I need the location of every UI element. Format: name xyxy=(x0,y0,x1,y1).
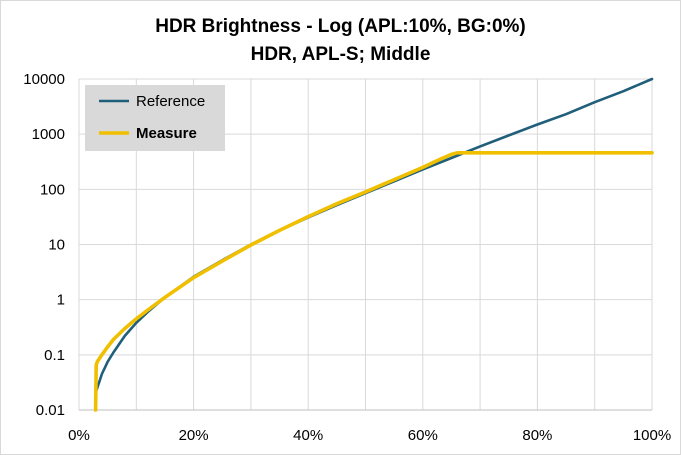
x-tick-label: 0% xyxy=(68,427,90,444)
legend-box xyxy=(85,85,225,151)
y-tick-label: 10 xyxy=(48,237,65,254)
x-tick-label: 40% xyxy=(293,427,323,444)
grid-lines xyxy=(78,78,653,411)
y-tick-label: 10000 xyxy=(23,71,65,88)
series-line-measure xyxy=(93,151,654,412)
x-tick-label: 20% xyxy=(179,427,209,444)
x-tick-label: 80% xyxy=(522,427,552,444)
y-tick-label: 0.1 xyxy=(44,347,65,364)
x-tick-label: 60% xyxy=(408,427,438,444)
y-tick-label: 100 xyxy=(40,181,65,198)
y-tick-label: 1000 xyxy=(32,126,65,143)
chart-title: HDR Brightness - Log (APL:10%, BG:0%) xyxy=(155,16,526,37)
y-tick-label: 1 xyxy=(57,292,65,309)
legend-label-reference: Reference xyxy=(136,93,205,110)
legend-label-measure: Measure xyxy=(136,125,197,142)
legend: Reference Measure xyxy=(85,85,225,151)
series-lines xyxy=(93,77,654,412)
y-tick-label: 0.01 xyxy=(36,402,65,419)
tick-labels: 0.01 0.1 1 10 100 1000 10000 0% 20% 40% 60% 80% 100% xyxy=(23,71,671,444)
x-tick-label: 100% xyxy=(633,427,671,444)
chart-subtitle: HDR, APL-S; Middle xyxy=(250,44,431,65)
